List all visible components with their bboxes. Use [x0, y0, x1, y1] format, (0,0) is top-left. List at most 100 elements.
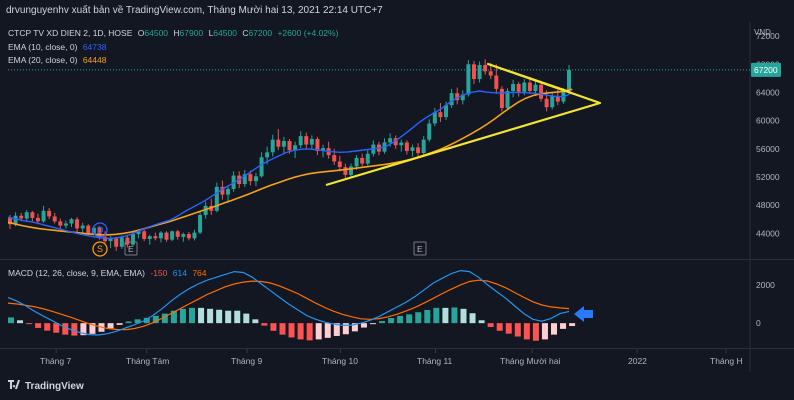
publisher-text: drvunguyenhv xuất bản về TradingView.com… — [6, 5, 383, 16]
open-value: 64500 — [144, 28, 169, 38]
macd-histogram-bar — [207, 308, 214, 324]
macd-histogram-bar — [351, 323, 358, 332]
candle-body — [175, 231, 180, 237]
macd-histogram-bar — [424, 309, 431, 324]
macd-histogram-group — [8, 307, 576, 341]
macd-histogram-bar — [397, 315, 404, 324]
candle-body — [198, 215, 203, 233]
candle-body — [281, 141, 286, 147]
candle-body — [248, 174, 253, 182]
candle-body — [488, 71, 493, 76]
candle-body — [287, 141, 292, 151]
earnings-marker-icon — [413, 241, 427, 256]
candle-body — [203, 205, 208, 216]
candle-body — [158, 232, 163, 239]
low-value: 64500 — [213, 28, 237, 38]
macd-histogram-bar — [560, 323, 567, 329]
time-tick-label: Tháng Mười hai — [500, 356, 561, 366]
macd-histogram-bar — [89, 323, 96, 334]
candle-body — [555, 95, 560, 102]
ema20-label: EMA (20, close, 0) — [8, 55, 78, 65]
candle-body — [103, 236, 108, 242]
symbol-legend[interactable]: CTCP TV XD DIEN 2, 1D, HOSE O64500 H6790… — [8, 28, 341, 38]
macd-histogram-bar — [569, 323, 576, 327]
macd-histogram-bar — [532, 323, 539, 341]
candle-body — [315, 138, 320, 151]
current-price-badge-label: 67200 — [754, 65, 778, 75]
candle-body — [86, 225, 91, 234]
ema20-legend[interactable]: EMA (20, close, 0) 64448 — [8, 55, 109, 65]
macd-histogram-bar — [243, 313, 250, 324]
earnings-marker-label: E — [128, 244, 134, 254]
candle-body — [75, 219, 80, 229]
candle-body — [527, 82, 532, 92]
candle-body — [253, 176, 258, 182]
candle-body — [41, 210, 46, 222]
candle-body — [58, 221, 63, 226]
time-tick-label: 2022 — [628, 356, 647, 366]
candle-body — [304, 136, 309, 145]
time-tick-label: Tháng 7 — [40, 356, 71, 366]
time-tick-label: Tháng H — [710, 356, 743, 366]
ema20-line — [7, 88, 573, 236]
candle-body — [388, 138, 393, 143]
arrow-annotation-icon — [574, 306, 593, 322]
candle-body — [114, 238, 119, 247]
macd-histogram-bar — [261, 323, 268, 326]
candle-body — [181, 234, 186, 237]
tradingview-brand[interactable]: TradingView — [8, 380, 84, 392]
candle-body — [69, 219, 74, 224]
split-marker-label: S — [97, 244, 103, 254]
macd-histogram-bar — [234, 310, 241, 324]
candle-body — [136, 231, 141, 235]
macd-signal-value: 764 — [192, 268, 207, 278]
candle-body — [471, 64, 476, 80]
candle-body — [567, 69, 571, 91]
ema10-label: EMA (10, close, 0) — [8, 42, 78, 52]
candle-body — [80, 225, 85, 229]
triangle-trendline-drawing — [325, 62, 602, 187]
macd-histogram-bar — [71, 323, 78, 336]
macd-histogram-bar — [35, 323, 42, 328]
candle-body — [97, 227, 102, 237]
time-tick-label: Tháng 9 — [231, 356, 262, 366]
high-label: H — [173, 28, 180, 38]
candle-body — [393, 138, 398, 146]
macd-histogram-bar — [478, 320, 485, 324]
time-tick-label: Tháng 10 — [322, 356, 358, 366]
price-tick-label: 48000 — [756, 200, 780, 210]
candle-body — [8, 217, 12, 225]
macd-signal-line — [7, 279, 570, 331]
ema20-value: 64448 — [82, 55, 107, 65]
candle-body — [164, 232, 169, 240]
macd-histogram-bar — [379, 321, 386, 324]
candle-body — [399, 142, 404, 146]
macd-tick-label: 2000 — [756, 280, 775, 290]
candle-body — [47, 210, 52, 217]
candles-group — [8, 59, 571, 251]
macd-histogram-bar — [505, 323, 512, 334]
macd-histogram-bar — [514, 323, 521, 337]
publisher-bar: drvunguyenhv xuất bản về TradingView.com… — [0, 0, 794, 22]
candle-body — [539, 84, 544, 99]
macd-histogram-bar — [53, 323, 60, 333]
candle-body — [19, 215, 24, 219]
candle-body — [242, 174, 247, 185]
symbol-name: CTCP TV XD DIEN 2, 1D, HOSE — [8, 28, 133, 38]
tradingview-logo-icon — [8, 380, 22, 392]
candle-body — [125, 237, 130, 245]
candle-body — [449, 93, 454, 106]
macd-histogram-bar — [198, 307, 205, 324]
ema10-legend[interactable]: EMA (10, close, 0) 64738 — [8, 42, 109, 52]
candle-body — [499, 88, 504, 108]
candle-body — [108, 238, 113, 242]
macd-histogram-bar — [324, 323, 331, 338]
macd-histogram-bar — [26, 323, 33, 325]
candle-body — [466, 64, 471, 95]
close-value: 67200 — [248, 28, 273, 38]
macd-legend[interactable]: MACD (12, 26, close, 9, EMA, EMA) -150 6… — [8, 268, 210, 278]
candle-body — [533, 84, 538, 92]
candle-body — [192, 232, 197, 239]
